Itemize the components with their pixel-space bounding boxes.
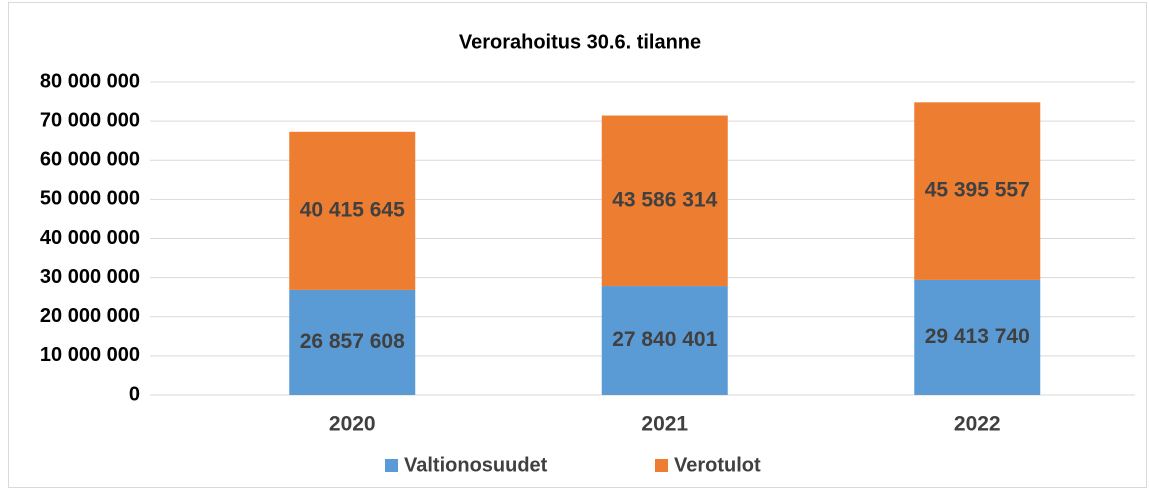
- y-tick-label: 50 000 000: [40, 188, 140, 210]
- x-tick-label: 2020: [329, 413, 376, 436]
- data-label: 26 857 608: [300, 330, 405, 353]
- y-tick-label: 60 000 000: [40, 149, 140, 171]
- x-tick-label: 2021: [641, 413, 688, 436]
- y-tick-label: 10 000 000: [40, 344, 140, 366]
- bar-segment: [289, 131, 416, 290]
- y-tick-label: 20 000 000: [40, 305, 140, 327]
- data-label: 27 840 401: [612, 328, 717, 351]
- y-tick-label: 0: [129, 383, 140, 405]
- legend-swatch: [655, 459, 668, 472]
- y-tick-label: 80 000 000: [40, 70, 140, 92]
- bar-segment: [914, 102, 1041, 280]
- chart-title: Verorahoitus 30.6. tilanne: [459, 31, 701, 53]
- bar-segment: [601, 115, 728, 287]
- data-label: 40 415 645: [300, 198, 405, 221]
- data-label: 29 413 740: [925, 325, 1030, 348]
- bar-segment: [601, 286, 728, 395]
- x-tick-label: 2022: [954, 413, 1001, 436]
- data-label: 43 586 314: [612, 188, 717, 211]
- legend-label: Valtionosuudet: [404, 454, 548, 476]
- bar-segment: [914, 279, 1041, 395]
- data-label: 45 395 557: [925, 179, 1030, 202]
- bar-segment: [289, 289, 416, 395]
- legend-swatch: [385, 459, 398, 472]
- y-tick-label: 40 000 000: [40, 227, 140, 249]
- legend-label: Verotulot: [674, 454, 761, 476]
- y-tick-label: 30 000 000: [40, 266, 140, 288]
- y-tick-label: 70 000 000: [40, 109, 140, 131]
